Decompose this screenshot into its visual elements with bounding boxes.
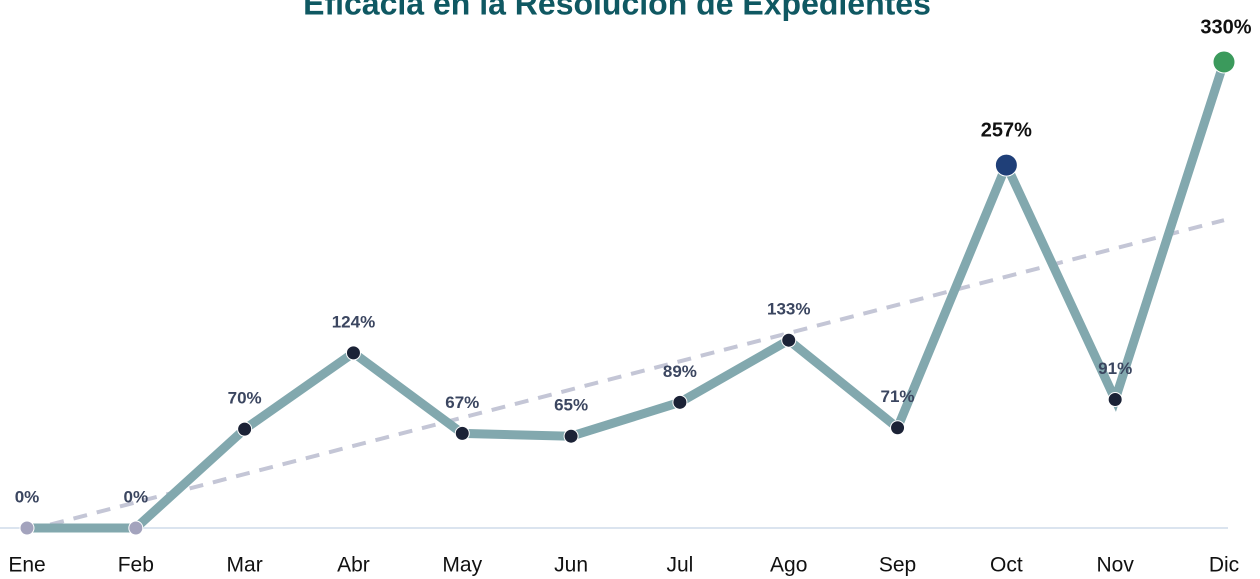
marker [1212,50,1236,74]
marker [672,394,688,410]
data-label: 124% [332,312,375,331]
data-label: 257% [981,119,1032,141]
x-tick-label: May [442,554,482,577]
x-tick-label: Ago [770,554,807,577]
x-tick-label: Ene [8,554,45,577]
data-label: 70% [228,389,262,408]
data-label: 330% [1200,16,1251,38]
x-tick-label: Abr [337,554,370,577]
data-label: 89% [663,362,697,381]
marker [454,425,470,441]
x-tick-label: Mar [227,554,263,577]
data-label: 91% [1098,359,1132,378]
x-tick-label: Jun [554,554,588,577]
data-label: 67% [445,393,479,412]
marker [345,345,361,361]
marker [237,421,253,437]
marker [994,153,1018,177]
data-label: 0% [15,487,40,506]
trend-line [26,218,1225,533]
x-tick-label: Jul [666,554,693,577]
marker [1107,391,1123,407]
data-label: 133% [767,300,810,319]
data-label: 0% [124,487,149,506]
data-label: 65% [554,396,588,415]
marker [563,428,579,444]
x-tick-label: Feb [118,554,154,577]
line [27,60,1229,533]
chart-title: Eficacia en la Resolución de Expedientes [303,0,931,21]
x-tick-label: Oct [990,554,1023,577]
x-tick-label: Sep [879,554,916,577]
marker [19,520,35,536]
data-label: 71% [881,387,915,406]
marker [128,520,144,536]
x-tick-label: Dic [1209,554,1239,577]
marker [890,420,906,436]
marker [781,332,797,348]
x-tick-label: Nov [1097,554,1135,577]
